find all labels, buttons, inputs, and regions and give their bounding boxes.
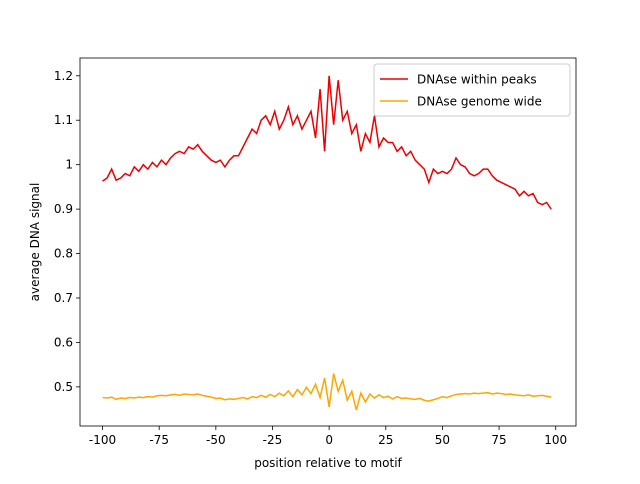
legend-label: DNAse genome wide	[417, 95, 542, 109]
data-line	[102, 75, 552, 210]
y-tick-label: 1	[65, 158, 73, 172]
x-tick-label: -50	[206, 433, 226, 447]
y-tick-label: 0.5	[54, 380, 73, 394]
x-tick-label: 0	[325, 433, 333, 447]
axes-frame	[79, 57, 577, 427]
y-tick-label: 0.7	[54, 291, 73, 305]
y-tick-label: 0.9	[54, 202, 73, 216]
legend-box	[373, 63, 571, 117]
x-tick-label: 100	[544, 433, 567, 447]
y-axis-label: average DNA signal	[28, 183, 42, 302]
y-tick-label: 1.2	[54, 69, 73, 83]
x-axis-label: position relative to motif	[254, 456, 402, 470]
legend-label: DNAse within peaks	[417, 73, 537, 87]
x-tick-label: 75	[491, 433, 506, 447]
data-line	[102, 373, 552, 411]
y-tick-label: 0.8	[54, 247, 73, 261]
x-tick-label: 25	[378, 433, 393, 447]
x-tick-label: 50	[435, 433, 450, 447]
y-tick-label: 0.6	[54, 335, 73, 349]
x-tick-label: -100	[89, 433, 116, 447]
y-tick-label: 1.1	[54, 113, 73, 127]
x-tick-label: -75	[149, 433, 169, 447]
x-tick-label: -25	[263, 433, 283, 447]
